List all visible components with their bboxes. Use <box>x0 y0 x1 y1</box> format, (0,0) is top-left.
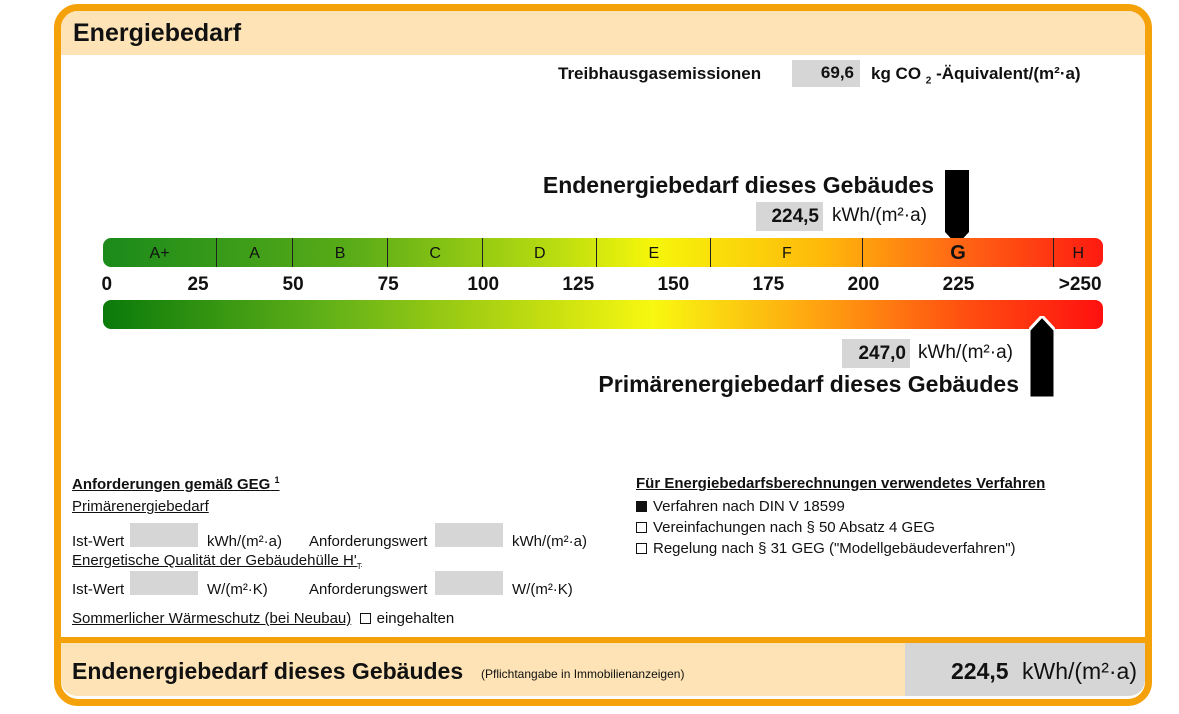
header: Energiebedarf <box>61 11 1145 55</box>
footer: Endenergiebedarf dieses Gebäudes (Pflich… <box>61 643 905 696</box>
efficiency-class-d: D <box>483 238 598 267</box>
unit-label: kWh/(m²·a) <box>207 533 282 550</box>
primary-requirement-value-field <box>435 523 503 547</box>
footer-value-box: 224,5 kWh/(m²·a) <box>905 643 1145 696</box>
end-energy-value: 224,5 <box>756 202 823 231</box>
tick-label: 225 <box>942 274 975 295</box>
primary-energy-value: 247,0 <box>842 339 910 368</box>
envelope-ist-value-field <box>130 571 198 595</box>
envelope-label: Energetische Qualität der Gebäudehülle H… <box>72 552 362 571</box>
tick-label: 0 <box>101 274 113 295</box>
checkbox-icon <box>636 543 647 554</box>
end-energy-title: Endenergiebedarf dieses Gebäudes <box>542 172 934 198</box>
unit-label: W/(m²·K) <box>207 581 268 598</box>
footer-unit: kWh/(m²·a) <box>1022 658 1137 684</box>
tick-label: 125 <box>562 274 595 295</box>
method-title: Für Energiebedarfsberechnungen verwendet… <box>636 475 1046 492</box>
ist-value-label: Ist-Wert <box>72 581 125 598</box>
primary-ist-value-field <box>130 523 198 547</box>
tick-label: 75 <box>377 274 399 295</box>
primary-energy-arrow-icon <box>1029 316 1056 398</box>
tick-label: 100 <box>467 274 500 295</box>
efficiency-class-h: H <box>1072 245 1085 262</box>
emissions-label: Treibhausgasemissionen <box>558 64 762 83</box>
unit-label: W/(m²·K) <box>512 581 573 598</box>
tick-label: 25 <box>187 274 209 295</box>
requirement-value-label: Anforderungswert <box>309 533 428 550</box>
tick-label: 175 <box>752 274 785 295</box>
summer-protection: Sommerlicher Wärmeschutz (bei Neubau) ei… <box>72 610 455 627</box>
end-energy-unit: kWh/(m²·a) <box>832 205 927 226</box>
tick-label: 50 <box>282 274 304 295</box>
efficiency-class-f: F <box>711 238 864 267</box>
primary-energy-unit: kWh/(m²·a) <box>918 342 1013 363</box>
page-title: Energiebedarf <box>73 19 242 47</box>
tick-label: 150 <box>657 274 690 295</box>
envelope-requirement-value-field <box>435 571 503 595</box>
tick-label: >250 <box>1058 274 1102 295</box>
checkbox-icon <box>636 522 647 533</box>
footer-note: (Pflichtangabe in Immobilienanzeigen) <box>481 667 685 681</box>
energy-gradient-bar <box>103 300 1103 329</box>
scale-ticks: 0 25 50 75 100 125 150 175 200 225 >250 <box>101 274 1103 298</box>
method-option: Verfahren nach DIN V 18599 <box>636 498 845 515</box>
emissions-unit: kg CO 2 -Äquivalent/(m²·a) <box>871 64 1081 87</box>
footer-title: Endenergiebedarf dieses Gebäudes <box>72 658 464 684</box>
efficiency-class-b: B <box>293 238 389 267</box>
footer-divider <box>61 637 1145 643</box>
end-energy-arrow-icon <box>944 170 969 245</box>
unit-label: kWh/(m²·a) <box>512 533 587 550</box>
efficiency-class-e: E <box>597 238 712 267</box>
ist-value-label: Ist-Wert <box>72 533 125 550</box>
efficiency-class-g: G <box>863 238 1054 267</box>
checkbox-checked-icon <box>636 501 647 512</box>
primary-energy-title: Primärenergiebedarf dieses Gebäudes <box>598 371 1019 397</box>
requirement-value-label: Anforderungswert <box>309 581 428 598</box>
emissions-value: 69,6 <box>792 60 860 87</box>
checkbox-icon <box>359 613 371 624</box>
efficiency-class-c: C <box>388 238 484 267</box>
requirements-title: Anforderungen gemäß GEG 1 <box>72 475 280 493</box>
energy-certificate: Energiebedarf <box>54 4 1152 706</box>
efficiency-class-a: A <box>217 238 294 267</box>
tick-label: 200 <box>847 274 880 295</box>
method-option: Regelung nach § 31 GEG ("Modellgebäudeve… <box>636 540 1016 557</box>
efficiency-class-bar: A+ A B C D E F G H <box>103 238 1103 267</box>
primary-requirement-label: Primärenergiebedarf <box>72 498 209 515</box>
footer-value: 224,5 <box>951 658 1009 684</box>
efficiency-class-a-plus: A+ <box>103 238 218 267</box>
method-option: Vereinfachungen nach § 50 Absatz 4 GEG <box>636 519 935 536</box>
